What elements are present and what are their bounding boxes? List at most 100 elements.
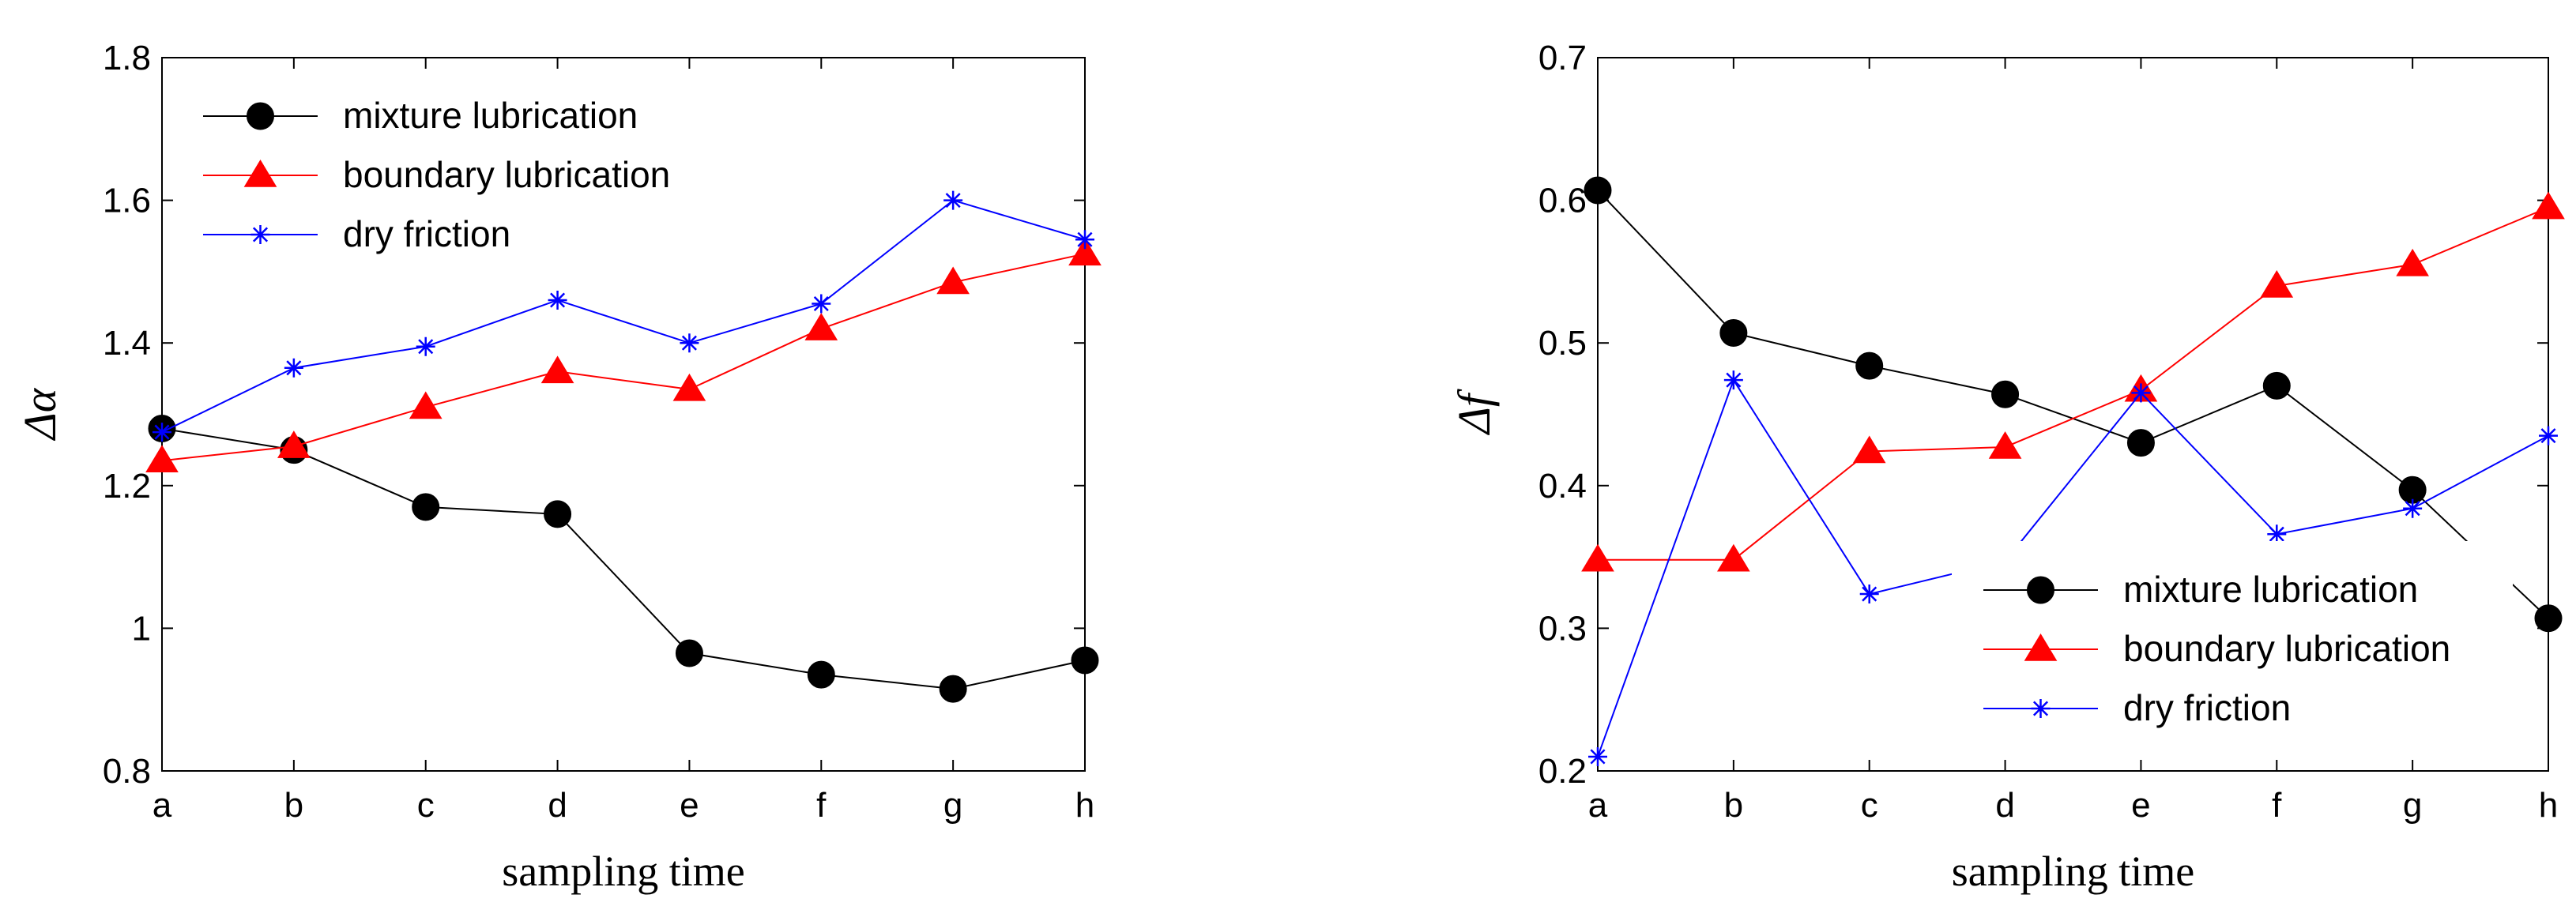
series-3 [153,190,1094,442]
data-point [2539,426,2558,445]
x-tick-label: b [1724,786,1743,825]
data-point [284,358,303,378]
x-axis-label: sampling time [502,848,744,895]
data-point [675,639,703,667]
data-point [548,291,567,310]
data-point [1991,380,2020,408]
data-point [1859,585,1879,604]
series-line [161,253,1086,462]
y-tick-label: 0.3 [1538,609,1587,648]
x-tick-label: d [1995,786,2014,825]
legend-label: boundary lubrication [2123,628,2450,669]
data-point [1723,370,1743,390]
legend-box [1952,541,2513,735]
legend-marker [2024,633,2058,661]
series-line [1598,206,2549,561]
data-point [2126,429,2155,457]
x-tick-label: e [680,786,699,825]
data-point [807,660,835,689]
series-2 [1581,191,2565,572]
y-tick-label: 0.5 [1538,324,1587,363]
series-2 [145,238,1102,472]
data-point [1855,351,1884,380]
x-tick-label: a [153,786,172,825]
data-point [939,675,967,703]
series-line [161,427,1086,690]
x-tick-label: c [1861,786,1878,825]
data-point [672,373,706,401]
y-tick-label: 1 [132,609,151,648]
chart-1: 0.8 1 1.2 1.4 1.6 1.8 a b c d e f g h sampling time Δα m… [14,39,1102,895]
plot-frame [161,57,1086,772]
y-axis-label: Δf [1448,389,1500,435]
data-point [409,391,443,419]
y-tick-label: 0.7 [1538,39,1587,77]
data-point [2534,604,2563,633]
legend-label: dry friction [2123,687,2291,728]
data-point [804,313,838,340]
legend-box [175,71,744,253]
series-1 [148,415,1099,703]
y-tick-label: 1.8 [103,39,151,77]
x-tick-label: h [2539,786,2558,825]
data-point [1717,543,1750,572]
data-point [943,190,963,210]
x-tick-label: g [943,786,962,825]
data-point [1584,176,1612,205]
data-point [145,445,179,472]
legend: mixture lubrication boundary lubrication d… [175,71,744,254]
y-tick-label: 1.6 [103,182,151,220]
x-tick-label: h [1075,786,1094,825]
chart-2: 0.2 0.3 0.4 0.5 0.6 0.7 a b c d e f g h sampling time Δ… [1448,39,2565,895]
legend-label: boundary lubrication [343,154,670,195]
y-tick-label: 1.4 [103,324,151,363]
y-axis-label: Δα [14,387,66,441]
data-point [153,423,171,442]
data-point [412,493,440,521]
data-point [1588,746,1607,766]
y-tick-label: 0.4 [1538,467,1587,506]
x-tick-label: f [2272,786,2282,825]
legend-marker [247,102,274,130]
data-point [1852,435,1886,464]
data-point [1719,319,1748,348]
x-tick-label: g [2403,786,2422,825]
y-tick-label: 0.6 [1538,182,1587,220]
data-point [416,336,435,356]
y-tick-label: 1.2 [103,467,151,506]
data-point [1988,431,2022,459]
data-point [812,294,831,314]
legend-label: mixture lubrication [2123,569,2418,610]
legend: mixture lubrication boundary lubrication d… [1952,541,2513,735]
y-tick-label: 0.2 [1538,752,1587,791]
x-tick-label: d [548,786,567,825]
legend-label: mixture lubrication [343,95,638,136]
data-point [2403,498,2423,518]
legend-marker [250,225,270,244]
x-axis-label: sampling time [1952,848,2194,895]
legend-label: dry friction [343,213,510,254]
data-point [540,355,574,384]
data-point [277,430,311,458]
plot-frame [1597,57,2549,772]
data-point [1581,543,1614,572]
x-tick-label: f [816,786,827,825]
x-tick-label: a [1588,786,1608,825]
data-point [1071,646,1099,675]
x-tick-label: c [417,786,435,825]
data-point [2532,191,2565,220]
x-tick-label: b [284,786,303,825]
data-point [2131,383,2151,403]
data-point [680,333,699,353]
legend-marker [2031,699,2051,718]
data-point [1068,238,1102,266]
series-line [161,199,1086,433]
data-point [544,500,572,528]
series-line [1597,378,2549,757]
data-point [936,266,970,295]
legend-marker [2027,576,2054,604]
data-point [2396,248,2429,276]
legend-marker [243,160,277,187]
data-point [1075,230,1094,250]
